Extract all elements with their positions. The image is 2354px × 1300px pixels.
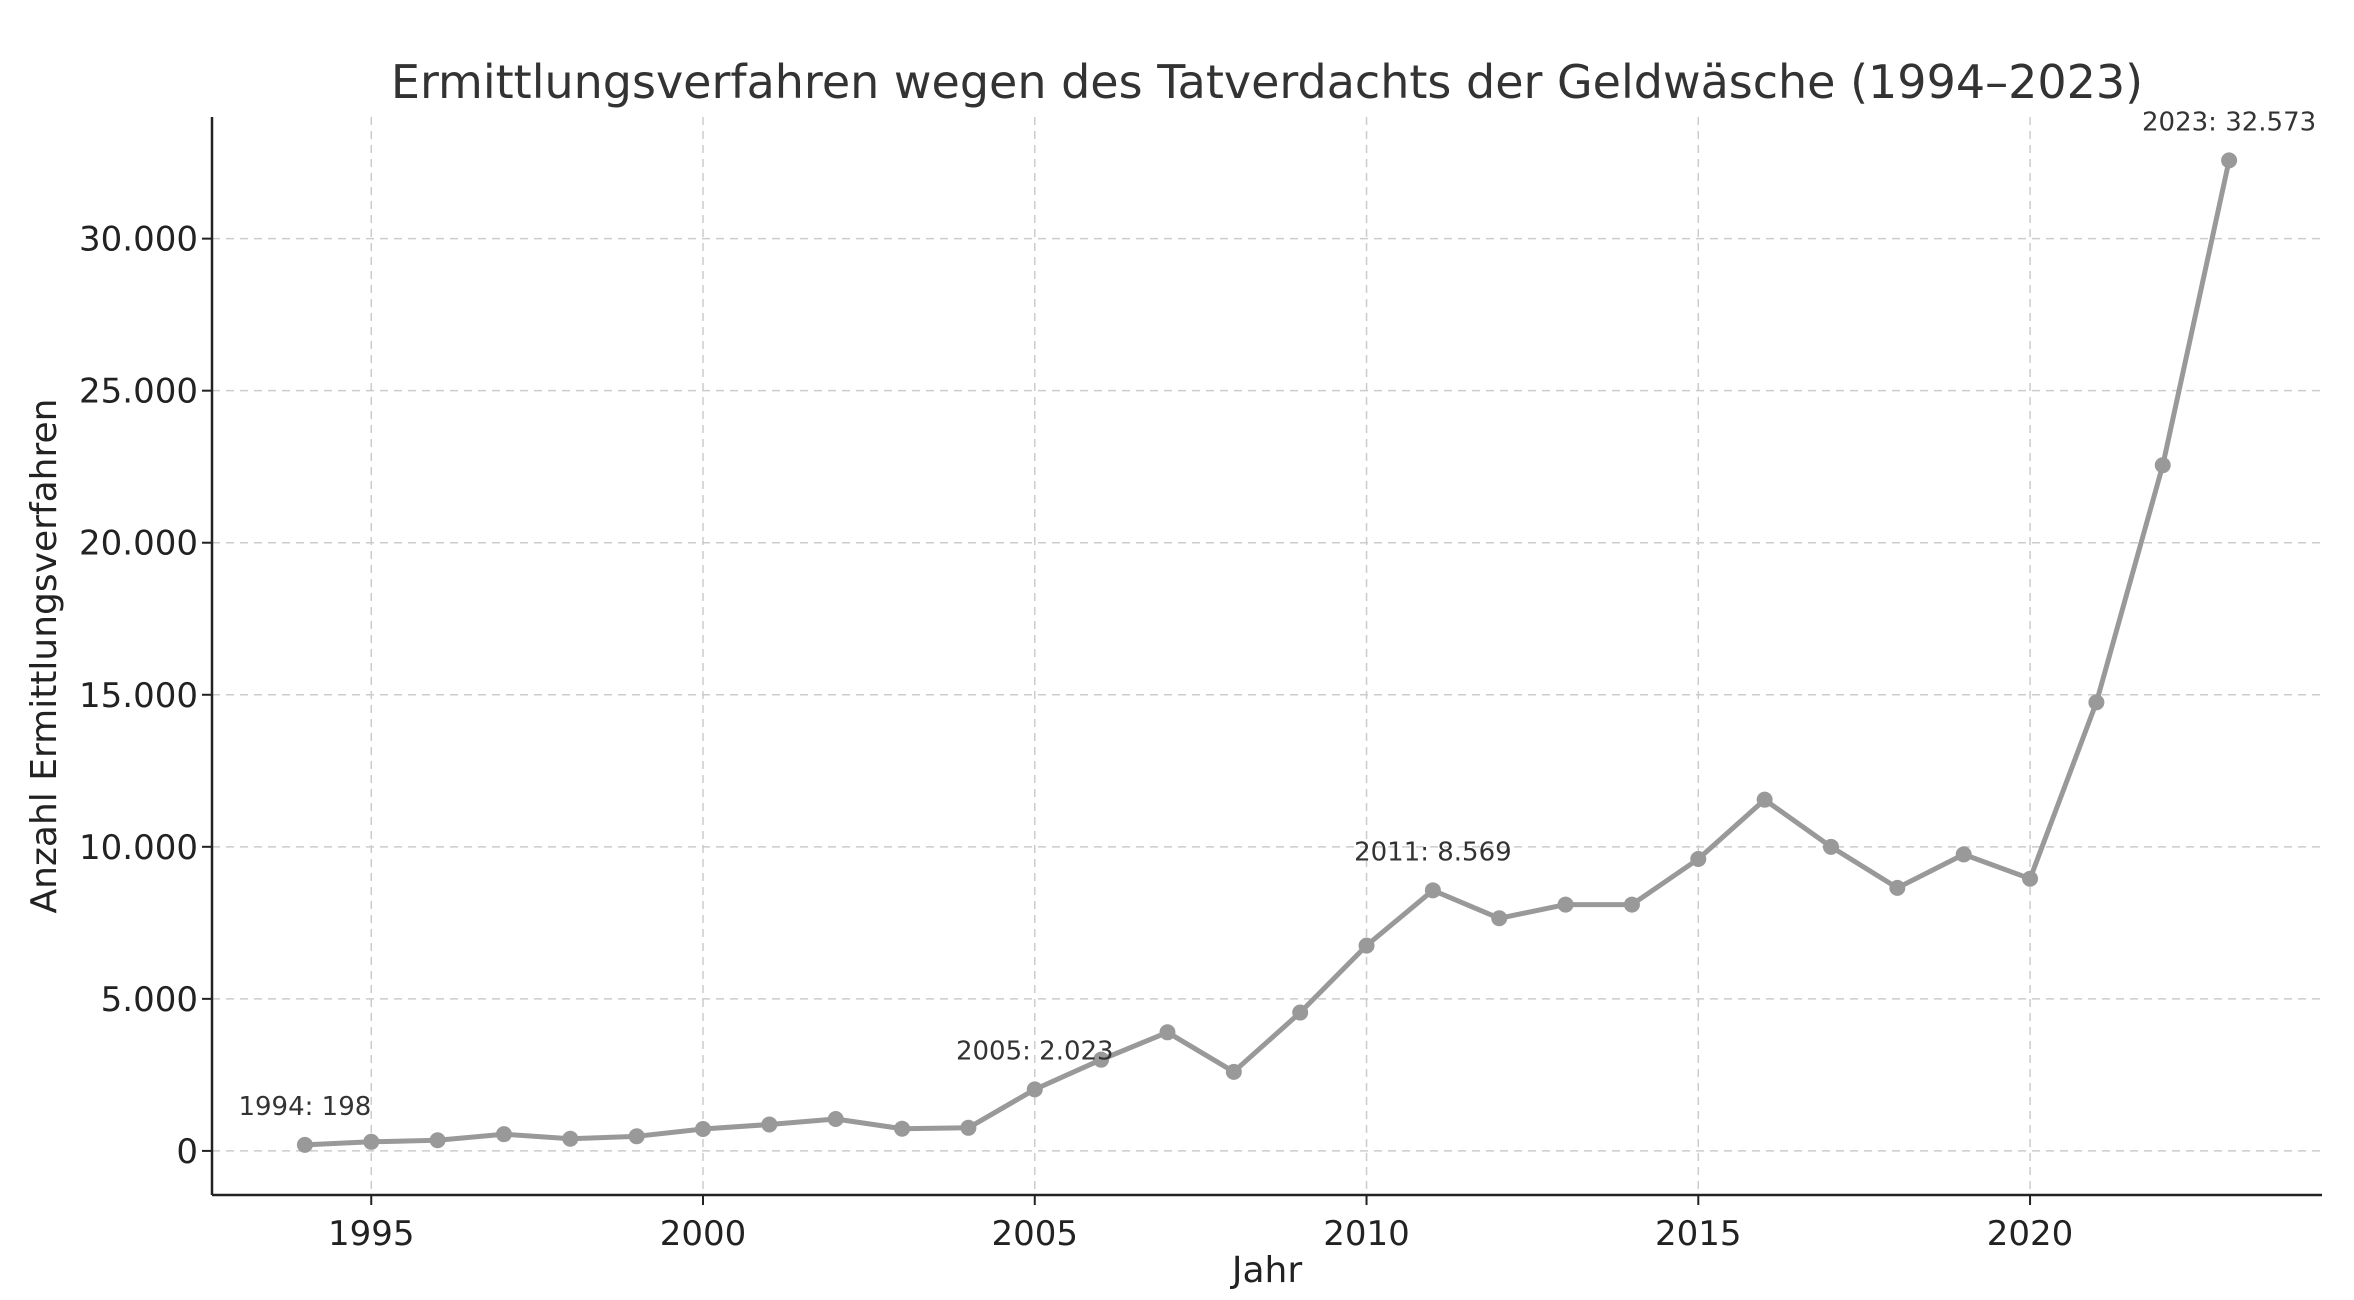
y-axis-label: Anzahl Ermittlungsverfahren — [24, 399, 65, 914]
data-annotation: 1994: 198 — [238, 1092, 371, 1122]
data-annotation: 2011: 8.569 — [1354, 837, 1512, 867]
x-tick-label: 2020 — [1987, 1214, 2074, 1254]
annotations: 1994: 198 2005: 2.023 2011: 8.569 2023: 32.… — [238, 107, 2316, 1121]
data-point — [1889, 879, 1906, 896]
x-tick-label: 2015 — [1655, 1214, 1742, 1254]
data-point — [495, 1126, 512, 1143]
data-point — [363, 1133, 380, 1150]
data-point — [1159, 1024, 1176, 1041]
data-point — [2154, 457, 2171, 474]
data-point — [1756, 791, 1773, 808]
data-point — [1491, 910, 1508, 927]
data-point — [761, 1116, 778, 1133]
data-point — [1822, 838, 1839, 855]
grid — [212, 117, 2322, 1195]
y-tick-label: 15.000 — [79, 676, 198, 716]
data-point — [628, 1128, 645, 1145]
data-point — [1690, 850, 1707, 867]
data-point — [2088, 694, 2105, 711]
data-point — [1093, 1051, 1110, 1068]
data-point — [1292, 1004, 1309, 1021]
data-point — [296, 1136, 313, 1153]
data-point — [1557, 896, 1574, 913]
data-point — [695, 1121, 712, 1138]
data-point — [429, 1132, 446, 1149]
data-point — [960, 1119, 977, 1136]
x-tick-label: 2000 — [660, 1214, 747, 1254]
data-point — [1623, 896, 1640, 913]
data-point — [1225, 1063, 1242, 1080]
data-point — [562, 1130, 579, 1147]
y-tick-label: 25.000 — [79, 372, 198, 412]
data-point — [1955, 846, 1972, 863]
data-point — [894, 1120, 911, 1137]
data-annotation: 2023: 32.573 — [2142, 107, 2316, 137]
data-point — [2221, 152, 2238, 169]
y-tick-label: 5.000 — [101, 980, 198, 1020]
data-point — [1026, 1081, 1043, 1098]
x-axis-label: Jahr — [1230, 1250, 1302, 1291]
y-tick-label: 10.000 — [79, 828, 198, 868]
x-tick-label: 2005 — [992, 1214, 1079, 1254]
x-tick-label: 2010 — [1323, 1214, 1410, 1254]
y-tick-label: 20.000 — [79, 524, 198, 564]
data-point — [1358, 937, 1375, 954]
x-tick-label: 1995 — [328, 1214, 415, 1254]
data-point — [1424, 882, 1441, 899]
data-point — [2022, 870, 2039, 887]
data-point — [827, 1110, 844, 1127]
y-tick-label: 30.000 — [79, 220, 198, 260]
chart-title: Ermittlungsverfahren wegen des Tatverdac… — [391, 55, 2143, 109]
axes — [210, 117, 2322, 1197]
series-line — [302, 157, 2232, 1148]
y-tick-label: 0 — [176, 1132, 198, 1172]
ticks: 1995 2000 2005 2010 2015 2020 0 5.000 10.000 15.0… — [79, 220, 2073, 1254]
series — [296, 152, 2238, 1153]
data-annotation: 2005: 2.023 — [956, 1036, 1114, 1066]
